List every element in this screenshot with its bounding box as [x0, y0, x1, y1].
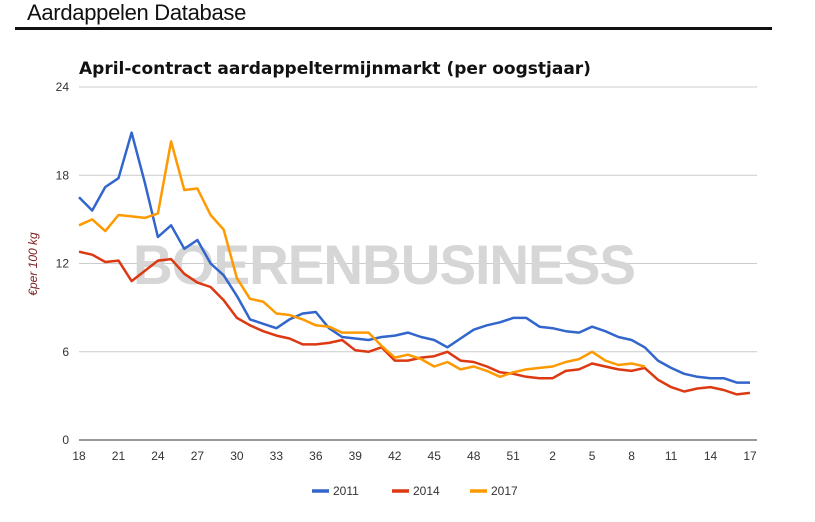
x-tick-label: 18 — [72, 449, 86, 463]
x-tick-label: 17 — [743, 449, 757, 463]
legend: 2011 2014 2017 — [312, 484, 518, 498]
legend-item-2014[interactable]: 2014 — [392, 484, 440, 498]
legend-item-2017[interactable]: 2017 — [470, 484, 518, 498]
y-tick-label: 6 — [62, 345, 69, 359]
y-axis-ticks: 0 6 12 18 24 — [56, 80, 70, 447]
x-tick-label: 51 — [506, 449, 520, 463]
series-line-2011 — [78, 131, 750, 384]
x-tick-label: 11 — [665, 449, 678, 463]
page-header-title: Aardappelen Database — [27, 0, 247, 25]
y-tick-label: 24 — [56, 80, 70, 94]
x-tick-label: 5 — [589, 449, 596, 463]
series-lines — [78, 131, 751, 396]
x-tick-label: 21 — [112, 449, 126, 463]
x-tick-label: 39 — [349, 449, 363, 463]
x-tick-label: 27 — [191, 449, 205, 463]
y-tick-label: 18 — [56, 168, 70, 182]
x-tick-label: 2 — [549, 449, 556, 463]
legend-label: 2014 — [413, 484, 440, 498]
x-tick-label: 42 — [388, 449, 402, 463]
series-line-2017 — [78, 140, 645, 379]
y-tick-label: 0 — [62, 433, 69, 447]
x-tick-label: 33 — [270, 449, 284, 463]
gridlines — [79, 86, 757, 441]
x-axis-ticks: 18 21 24 27 30 33 36 39 42 45 48 51 2 5 8 11 14 17 — [72, 449, 757, 463]
y-axis-label: €per 100 kg — [26, 232, 40, 296]
x-tick-label: 8 — [628, 449, 635, 463]
x-tick-label: 24 — [151, 449, 165, 463]
legend-item-2011[interactable]: 2011 — [312, 484, 359, 498]
legend-label: 2011 — [333, 484, 359, 498]
x-tick-label: 14 — [704, 449, 718, 463]
x-tick-label: 48 — [467, 449, 481, 463]
header-divider — [15, 27, 772, 30]
x-tick-label: 30 — [230, 449, 244, 463]
chart-title: April-contract aardappeltermijnmarkt (pe… — [79, 59, 591, 79]
y-tick-label: 12 — [56, 257, 70, 271]
x-tick-label: 45 — [428, 449, 442, 463]
series-line-2014 — [78, 250, 751, 396]
watermark-logo: BOERENBUSINESS — [133, 233, 635, 296]
x-tick-label: 36 — [309, 449, 323, 463]
legend-label: 2017 — [491, 484, 518, 498]
